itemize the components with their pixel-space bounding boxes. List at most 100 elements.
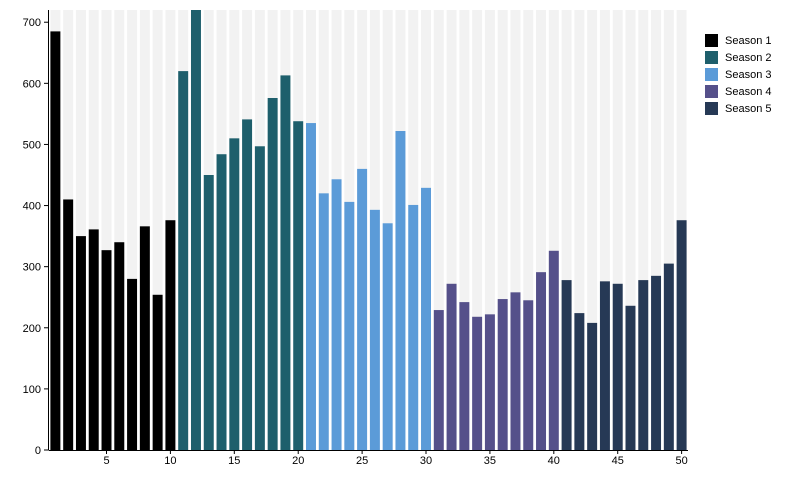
y-tick-label: 100 bbox=[23, 384, 41, 396]
bar-47 bbox=[638, 280, 649, 450]
y-tick-label: 300 bbox=[23, 262, 41, 274]
bar-12 bbox=[190, 10, 201, 450]
bar-8 bbox=[139, 226, 150, 450]
y-tick-label: 0 bbox=[35, 445, 41, 457]
bar-48 bbox=[651, 275, 662, 450]
bar-2 bbox=[63, 199, 74, 450]
bar-30 bbox=[421, 187, 431, 451]
bar-45 bbox=[612, 283, 623, 450]
x-tick-label: 35 bbox=[484, 455, 496, 467]
bar-background bbox=[152, 10, 163, 450]
bar-26 bbox=[369, 209, 380, 450]
bar-background bbox=[75, 10, 86, 450]
bar-42 bbox=[574, 313, 585, 450]
x-tick-label: 50 bbox=[675, 455, 687, 467]
bar-36 bbox=[497, 299, 508, 450]
bar-17 bbox=[254, 146, 265, 450]
bar-background bbox=[625, 10, 636, 450]
bar-10 bbox=[165, 220, 176, 450]
x-tick-label: 20 bbox=[292, 455, 304, 467]
bar-background bbox=[599, 10, 610, 450]
legend-label: Season 2 bbox=[725, 51, 772, 64]
bar-background bbox=[459, 10, 470, 450]
bar-31 bbox=[433, 310, 444, 450]
bar-4 bbox=[88, 229, 99, 450]
bar-background bbox=[612, 10, 623, 450]
bar-7 bbox=[127, 278, 138, 450]
bar-6 bbox=[114, 242, 125, 450]
x-tick-label: 40 bbox=[548, 455, 560, 467]
bar-background bbox=[651, 10, 662, 450]
legend-swatch bbox=[705, 34, 718, 47]
x-tick-label: 15 bbox=[228, 455, 240, 467]
bar-15 bbox=[229, 138, 240, 451]
legend-item-season-3: Season 3 bbox=[705, 66, 771, 83]
bar-background bbox=[114, 10, 125, 450]
bar-16 bbox=[242, 119, 253, 450]
y-tick-label: 600 bbox=[23, 78, 41, 90]
bar-40 bbox=[548, 250, 559, 450]
bar-background bbox=[484, 10, 495, 450]
legend-swatch bbox=[705, 102, 718, 115]
bar-background bbox=[101, 10, 112, 450]
bar-background bbox=[587, 10, 598, 450]
legend-item-season-1: Season 1 bbox=[705, 32, 771, 49]
bar-9 bbox=[152, 294, 163, 450]
bar-44 bbox=[599, 281, 610, 450]
legend-label: Season 5 bbox=[725, 102, 772, 115]
legend-swatch bbox=[705, 51, 718, 64]
x-tick-label: 10 bbox=[164, 455, 176, 467]
bar-35 bbox=[484, 314, 495, 450]
bar-25 bbox=[357, 168, 368, 450]
bar-11 bbox=[178, 71, 189, 450]
legend-label: Season 1 bbox=[725, 34, 772, 47]
bar-27 bbox=[382, 223, 393, 450]
bar-background bbox=[548, 10, 559, 450]
bar-18 bbox=[267, 98, 278, 450]
bar-34 bbox=[472, 316, 483, 450]
x-tick-label: 25 bbox=[356, 455, 368, 467]
bar-46 bbox=[625, 305, 636, 450]
legend: Season 1 Season 2 Season 3 Season 4 Seas… bbox=[705, 32, 771, 117]
bar-38 bbox=[523, 300, 534, 450]
legend-label: Season 4 bbox=[725, 85, 772, 98]
bar-background bbox=[510, 10, 521, 450]
legend-item-season-5: Season 5 bbox=[705, 100, 771, 117]
bar-background bbox=[561, 10, 572, 450]
bar-37 bbox=[510, 292, 521, 450]
bar-43 bbox=[587, 322, 598, 450]
bar-33 bbox=[459, 302, 470, 450]
x-tick-label: 45 bbox=[612, 455, 624, 467]
bar-background bbox=[497, 10, 508, 450]
bar-21 bbox=[306, 123, 316, 451]
legend-label: Season 3 bbox=[725, 68, 772, 81]
y-tick-label: 500 bbox=[23, 139, 41, 151]
bar-29 bbox=[408, 204, 419, 450]
bar-background bbox=[472, 10, 483, 450]
bar-49 bbox=[663, 263, 674, 450]
bar-22 bbox=[318, 193, 329, 451]
y-tick-label: 200 bbox=[23, 323, 41, 335]
legend-swatch bbox=[705, 85, 718, 98]
bar-3 bbox=[75, 236, 86, 450]
bar-background bbox=[663, 10, 674, 450]
bar-23 bbox=[331, 179, 342, 450]
y-tick-label: 700 bbox=[23, 17, 41, 29]
bar-39 bbox=[536, 272, 547, 450]
legend-swatch bbox=[705, 68, 718, 81]
bar-background bbox=[536, 10, 547, 450]
bar-20 bbox=[293, 121, 304, 450]
bar-14 bbox=[216, 154, 227, 450]
y-tick-label: 400 bbox=[23, 201, 41, 213]
bar-background bbox=[638, 10, 649, 450]
bar-28 bbox=[395, 131, 406, 450]
legend-item-season-2: Season 2 bbox=[705, 49, 771, 66]
bar-32 bbox=[446, 283, 457, 450]
bar-1 bbox=[50, 31, 61, 451]
bar-50 bbox=[676, 220, 687, 450]
bar-19 bbox=[280, 75, 291, 450]
bar-background bbox=[523, 10, 534, 450]
bar-background bbox=[574, 10, 585, 450]
x-tick-label: 5 bbox=[103, 455, 109, 467]
